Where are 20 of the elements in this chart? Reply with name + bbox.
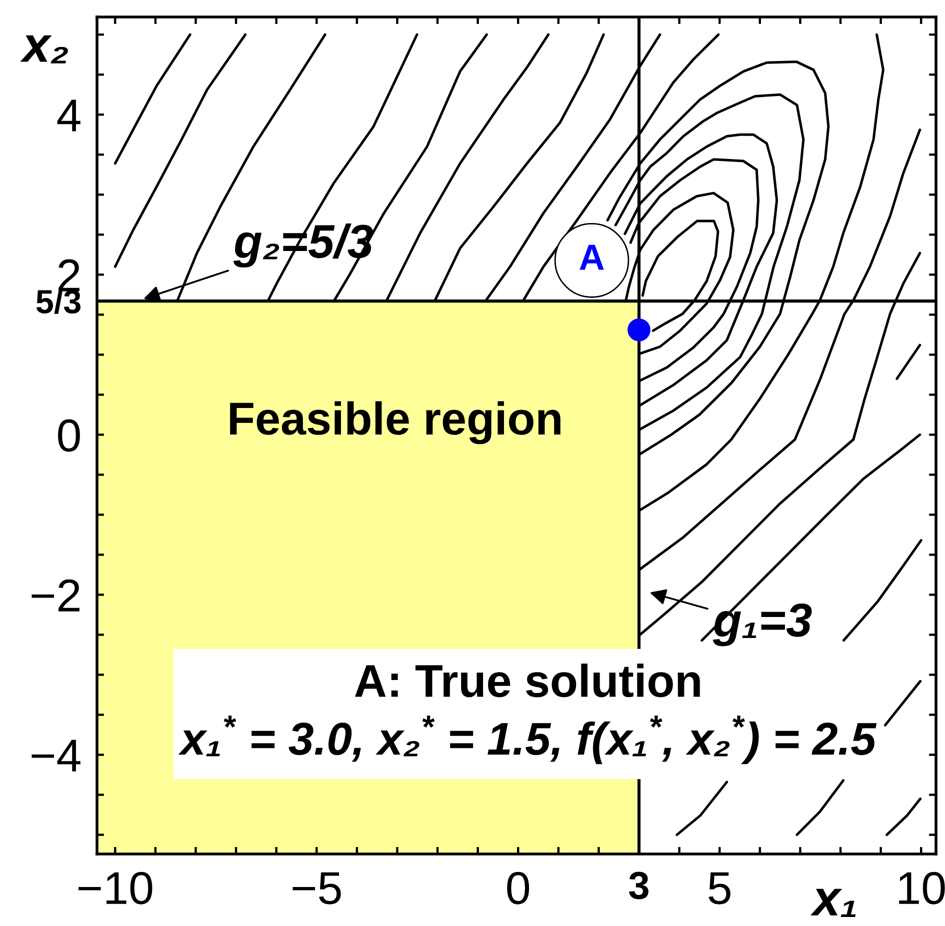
x-axis-title: x₁ [810,888,856,918]
text: x₁$^{*}$ = 3.0, x₂$^{*}$ = 1.5, f(x₁$^{*}$, x₂$^{*}$) = 2.5 [178,716,877,764]
series-label: Feasible region [230,401,560,444]
line-series [842,539,922,642]
x-tick-label: −10 [78,872,152,904]
y-tick-label: 4 [57,100,80,132]
x-tick-label: −5 [292,872,341,904]
x-tick-label: 10 [899,872,945,904]
series-label: A [580,244,604,270]
x-tick-label: 0 [507,872,530,904]
line-series [114,33,192,165]
y-tick-label: 0 [58,419,80,452]
y-tick-label: −2 [32,579,80,612]
annotation: A: True solution [354,664,700,698]
y-tick-label: 5/3 [36,288,81,314]
x-tick-label: 3 [629,872,648,900]
x-tick-label: 5 [708,872,730,904]
y-axis-title: x₂ [20,35,68,64]
y-tick-label: −4 [32,740,80,772]
ref-line-label: g₁=3 [712,603,812,646]
